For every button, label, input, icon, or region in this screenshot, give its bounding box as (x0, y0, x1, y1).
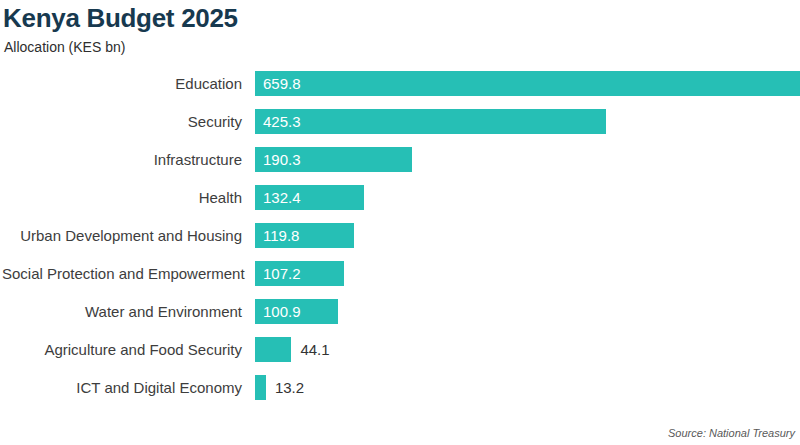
bar-area: 132.4 (255, 185, 800, 210)
category-label: Education (2, 75, 255, 92)
bar-area: 190.3 (255, 147, 800, 172)
chart-row: Urban Development and Housing 119.8 (2, 223, 800, 248)
bar-value-inside: 119.8 (255, 227, 299, 244)
bar-area: 100.9 (255, 299, 800, 324)
category-label: ICT and Digital Economy (2, 379, 255, 396)
bar-value-outside: 13.2 (275, 379, 304, 396)
category-label: Infrastructure (2, 151, 255, 168)
chart-row: Health 132.4 (2, 185, 800, 210)
chart-row: Agriculture and Food Security 44.1 (2, 337, 800, 362)
bar-area: 119.8 (255, 223, 800, 248)
chart-row: Social Protection and Empowerment 107.2 (2, 261, 800, 286)
bar-area: 107.2 (255, 261, 800, 286)
category-label: Urban Development and Housing (2, 227, 255, 244)
bar (255, 337, 291, 362)
bar-area: 659.8 (255, 71, 800, 96)
page-title: Kenya Budget 2025 (2, 3, 800, 33)
chart-row: Water and Environment 100.9 (2, 299, 800, 324)
chart-subtitle: Allocation (KES bn) (2, 39, 800, 55)
category-label: Social Protection and Empowerment (2, 265, 255, 282)
bar-value-inside: 132.4 (255, 189, 301, 206)
chart-row: Infrastructure 190.3 (2, 147, 800, 172)
category-label: Water and Environment (2, 303, 255, 320)
category-label: Security (2, 113, 255, 130)
chart-row: Education 659.8 (2, 71, 800, 96)
source-note: Source: National Treasury (668, 427, 795, 439)
bar (255, 375, 266, 400)
chart-page: Kenya Budget 2025 Allocation (KES bn) Ed… (0, 0, 800, 445)
bar-area: 425.3 (255, 109, 800, 134)
bar-value-inside: 425.3 (255, 113, 301, 130)
bar: 132.4 (255, 185, 364, 210)
bar: 100.9 (255, 299, 338, 324)
bar-chart: Education 659.8 Security 425.3 Infrastru… (2, 71, 800, 400)
bar: 659.8 (255, 71, 800, 96)
category-label: Health (2, 189, 255, 206)
bar: 119.8 (255, 223, 354, 248)
chart-row: Security 425.3 (2, 109, 800, 134)
bar-value-inside: 100.9 (255, 303, 301, 320)
bar: 425.3 (255, 109, 606, 134)
category-label: Agriculture and Food Security (2, 341, 255, 358)
chart-row: ICT and Digital Economy 13.2 (2, 375, 800, 400)
bar: 190.3 (255, 147, 412, 172)
bar-value-outside: 44.1 (300, 341, 329, 358)
bar-area: 13.2 (255, 375, 800, 400)
bar-area: 44.1 (255, 337, 800, 362)
bar-value-inside: 190.3 (255, 151, 301, 168)
bar: 107.2 (255, 261, 344, 286)
bar-value-inside: 107.2 (255, 265, 301, 282)
bar-value-inside: 659.8 (255, 75, 301, 92)
